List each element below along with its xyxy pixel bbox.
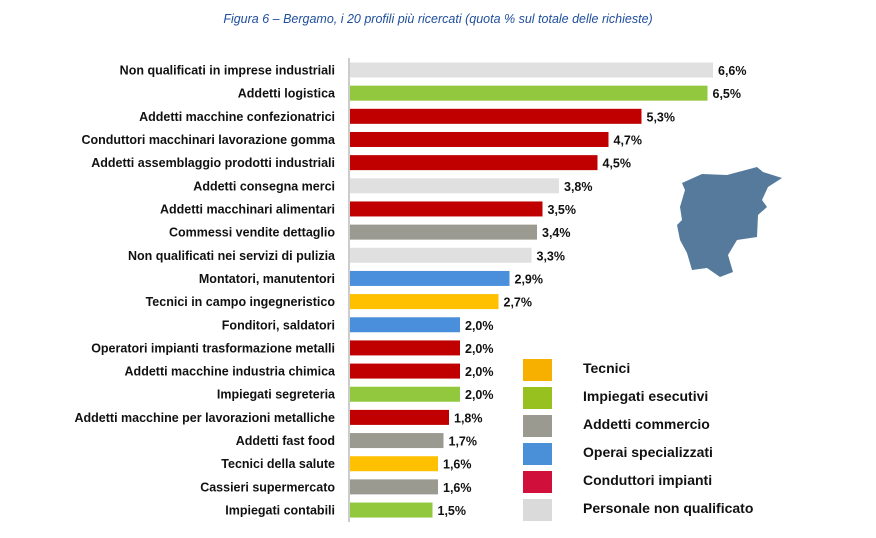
value-label: 2,0% — [465, 319, 494, 333]
value-label: 2,7% — [504, 296, 533, 310]
category-label: Addetti macchine industria chimica — [125, 365, 337, 379]
legend-label: Impiegati esecutivi — [583, 388, 709, 404]
legend-swatch — [523, 415, 552, 437]
bar — [350, 386, 460, 402]
value-label: 2,0% — [465, 388, 494, 402]
bar — [350, 224, 537, 240]
value-label: 1,7% — [449, 435, 478, 449]
value-label: 1,6% — [443, 458, 472, 472]
legend-swatch — [523, 443, 552, 465]
category-label: Addetti consegna merci — [193, 179, 335, 193]
category-label: Commessi vendite dettaglio — [169, 226, 335, 240]
legend-swatch — [523, 359, 552, 381]
category-label: Tecnici in campo ingegneristico — [146, 295, 336, 309]
bar — [350, 340, 460, 356]
value-label: 1,6% — [443, 481, 472, 495]
legend-label: Conduttori impianti — [583, 472, 713, 488]
bar — [350, 433, 444, 449]
bar — [350, 201, 543, 217]
category-label: Non qualificati in imprese industriali — [120, 64, 335, 78]
category-label: Fonditori, saldatori — [222, 318, 335, 332]
category-label: Addetti macchine per lavorazioni metalli… — [75, 411, 336, 425]
legend-label: Personale non qualificato — [583, 500, 754, 516]
value-label: 4,5% — [603, 157, 632, 171]
bar — [350, 294, 499, 310]
value-label: 1,5% — [438, 504, 467, 518]
bar — [350, 456, 438, 472]
value-label: 5,3% — [647, 110, 676, 124]
value-label: 2,9% — [515, 272, 544, 286]
value-label: 3,5% — [548, 203, 577, 217]
category-label: Addetti macchine confezionatrici — [139, 110, 335, 124]
category-label: Operatori impianti trasformazione metall… — [91, 341, 335, 355]
bar — [350, 479, 438, 495]
bar — [350, 409, 449, 425]
bar — [350, 108, 642, 124]
value-label: 3,8% — [564, 180, 593, 194]
bar — [350, 317, 460, 333]
bar — [350, 502, 433, 518]
category-label: Addetti macchinari alimentari — [160, 202, 335, 216]
bergamo-map-icon — [677, 167, 782, 277]
bar — [350, 270, 510, 286]
bar — [350, 85, 708, 101]
category-label: Cassieri supermercato — [200, 480, 335, 494]
bar — [350, 62, 713, 78]
category-label: Addetti assemblaggio prodotti industrial… — [91, 156, 335, 170]
bar — [350, 178, 559, 194]
legend-label: Tecnici — [583, 360, 631, 376]
category-label: Impiegati segreteria — [217, 388, 336, 402]
category-label: Addetti fast food — [236, 434, 335, 448]
bar — [350, 155, 598, 171]
value-label: 3,4% — [542, 226, 571, 240]
value-label: 1,8% — [454, 411, 483, 425]
value-label: 2,0% — [465, 342, 494, 356]
value-label: 3,3% — [537, 249, 566, 263]
category-label: Addetti logistica — [238, 87, 336, 101]
value-label: 4,7% — [614, 133, 643, 147]
category-label: Impiegati contabili — [225, 504, 335, 518]
bar — [350, 363, 460, 379]
value-label: 6,6% — [718, 64, 747, 78]
category-label: Conduttori macchinari lavorazione gomma — [81, 133, 336, 147]
value-label: 2,0% — [465, 365, 494, 379]
legend-swatch — [523, 471, 552, 493]
chart-title: Figura 6 – Bergamo, i 20 profili più ric… — [223, 12, 653, 26]
value-label: 6,5% — [713, 87, 742, 101]
category-label: Non qualificati nei servizi di pulizia — [128, 249, 336, 263]
bar — [350, 247, 532, 263]
legend-label: Operai specializzati — [583, 444, 713, 460]
legend-swatch — [523, 387, 552, 409]
category-label: Tecnici della salute — [221, 457, 335, 471]
category-label: Montatori, manutentori — [199, 272, 335, 286]
legend-label: Addetti commercio — [583, 416, 710, 432]
legend-swatch — [523, 499, 552, 521]
bar — [350, 131, 609, 147]
